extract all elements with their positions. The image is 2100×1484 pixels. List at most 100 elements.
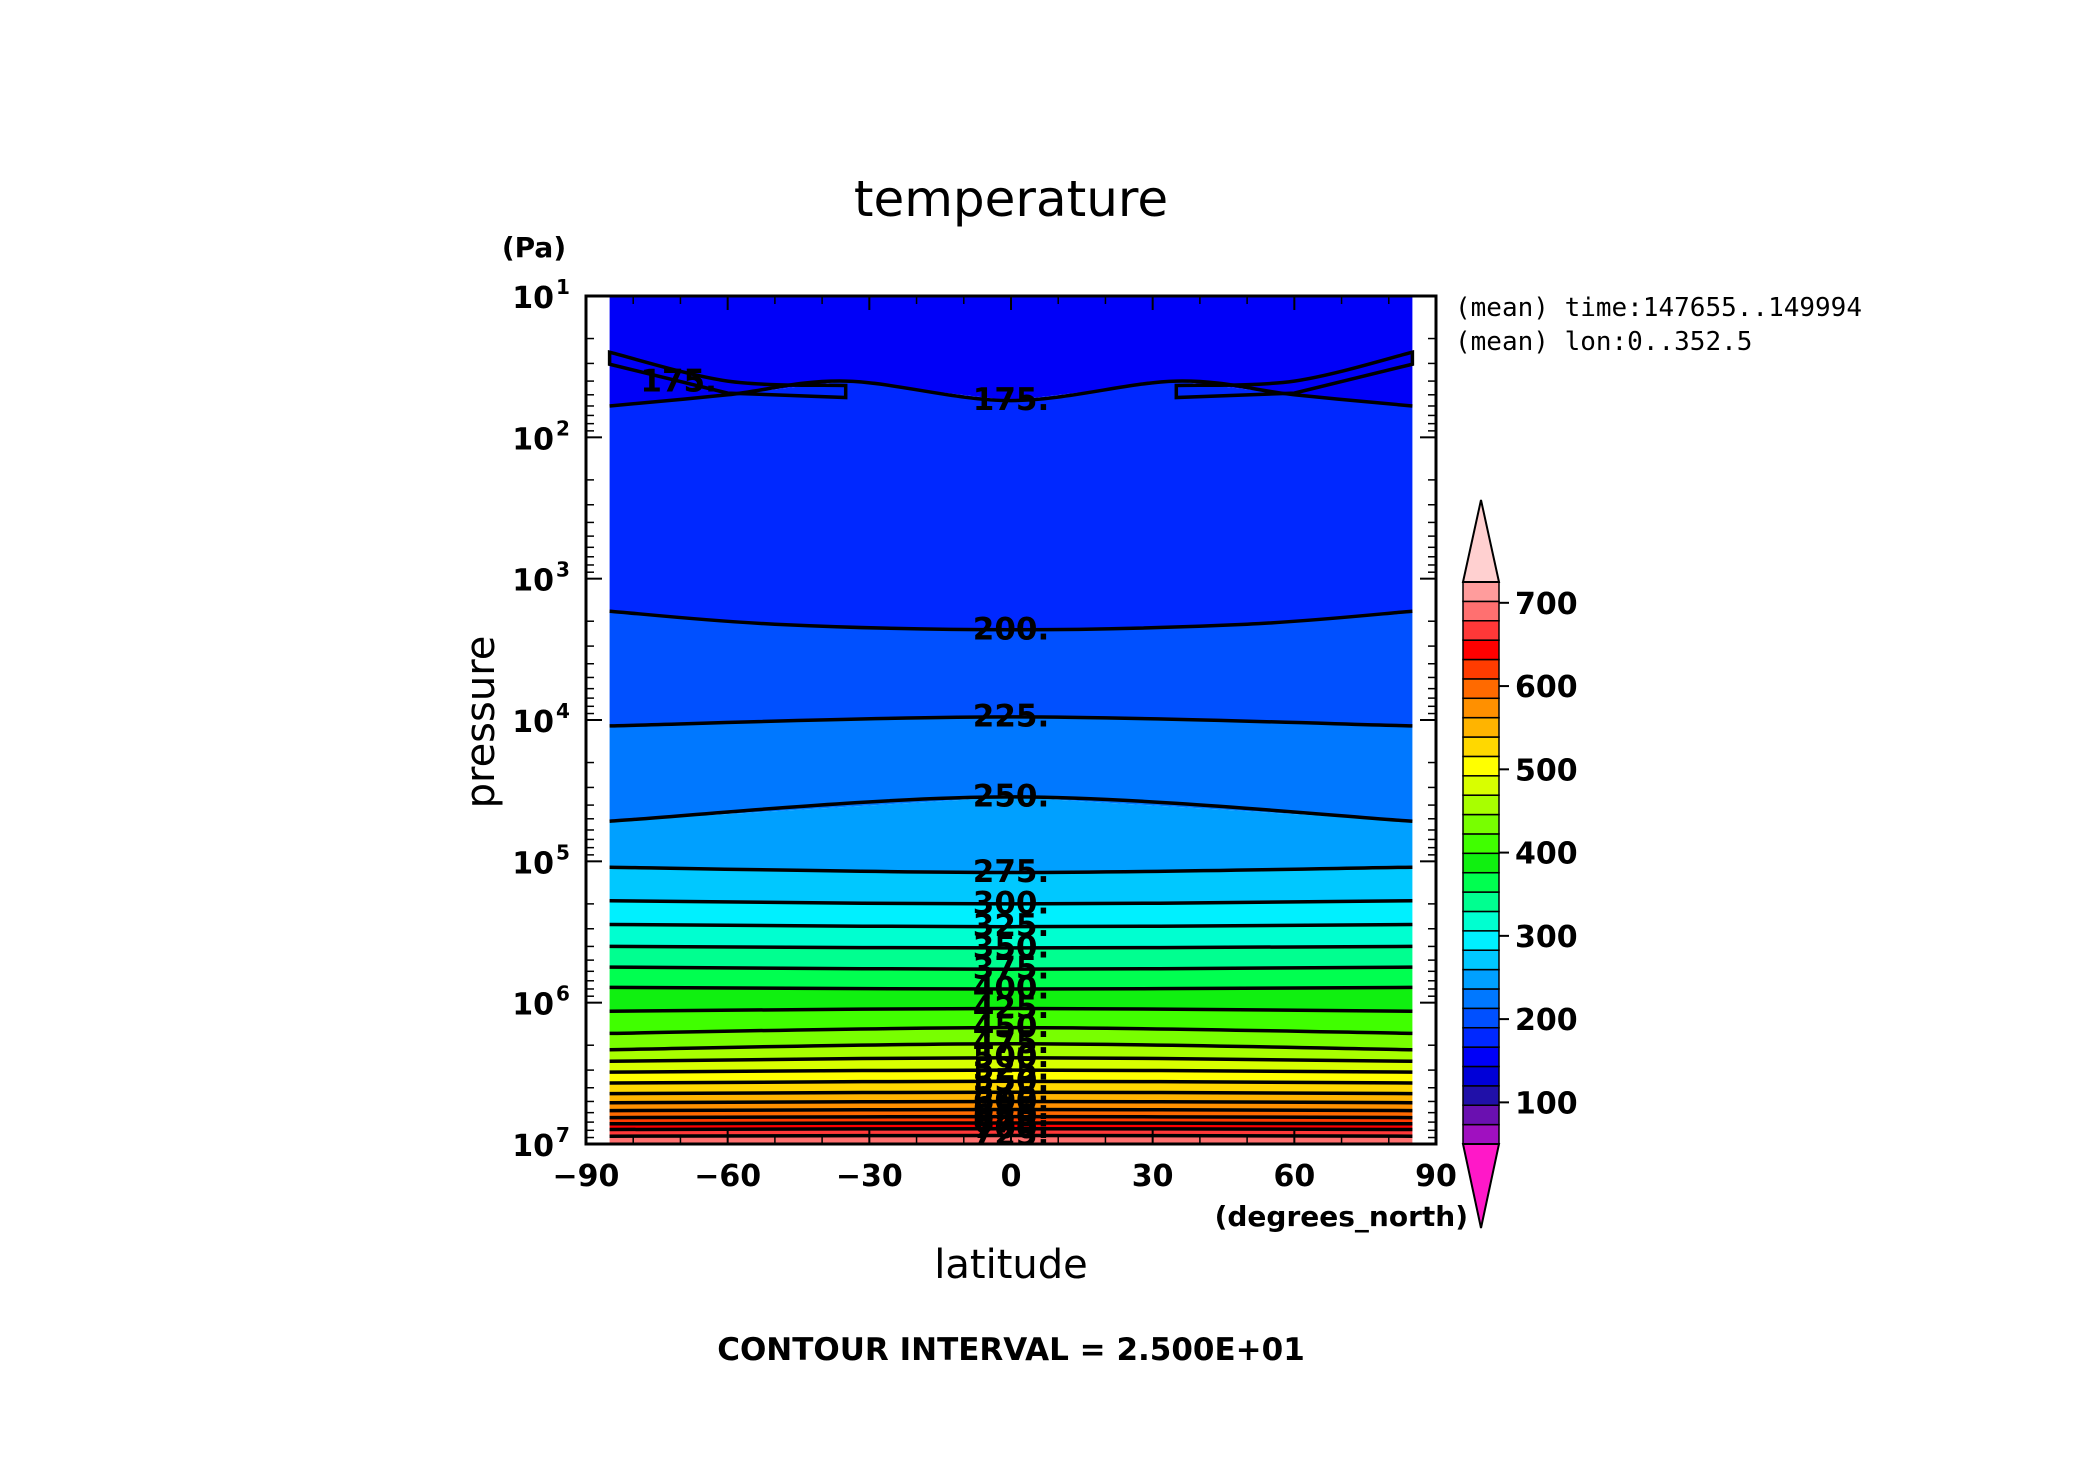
contour-label: 650. [973,1098,1050,1134]
colorbar-cell [1462,871,1500,893]
contour-line-225 [609,715,1413,728]
contour-line-300 [609,898,1413,906]
y-tick-exponent: 1 [556,275,570,299]
colorbar-cell [1462,794,1500,816]
contour-line-350 [609,944,1413,950]
contour-line-700 [609,1126,1413,1132]
y-tick-exponent: 3 [556,558,570,582]
colorbar-cell [1462,930,1500,951]
x-tick-label: 30 [1132,1159,1174,1194]
contour-line-450 [609,1025,1413,1036]
fill-band [609,987,1413,1012]
x-tick-label: −60 [694,1159,761,1194]
contour-label: 200. [973,611,1050,647]
contour-line-525 [609,1068,1413,1074]
contour-label: 175. [973,382,1050,418]
contour-label: 275. [973,854,1050,890]
y-tick-exponent: 2 [556,416,570,440]
contour-line-200 [609,609,1413,632]
contour-label: 300. [973,885,1050,921]
colorbar-tick-label: 100 [1515,1086,1578,1121]
fill-band [609,900,1413,927]
fill-band [609,867,1413,904]
contour-label: 525. [973,1052,1050,1088]
chart-title: temperature [854,170,1168,228]
colorbar-cell [1462,1007,1500,1029]
colorbar-tick-label: 700 [1515,587,1578,622]
annotation-lon: (mean) lon:0..352.5 [1455,327,1752,357]
colorbar-cell [1462,620,1500,641]
colorbar-cell [1462,1123,1500,1145]
contour-line-575 [609,1090,1413,1096]
contour-label: 550. [973,1063,1050,1099]
contour-line-175 [607,349,848,400]
y-tick-label: 10 [512,705,554,740]
x-axis-title: latitude [934,1242,1087,1288]
colorbar-cell [1462,968,1500,990]
colorbar-cell [1462,678,1500,700]
colorbar-cell [1462,581,1500,603]
y-unit: (Pa) [502,231,566,264]
colorbar-cell [1462,600,1500,622]
contour-line-675 [609,1121,1413,1126]
colorbar-tick-label: 600 [1515,670,1578,705]
colorbar-cell [1462,1026,1500,1048]
contour-label: 600. [973,1083,1050,1119]
y-tick-label: 10 [512,988,554,1023]
contour-line-550 [609,1079,1413,1085]
contour-line-375 [609,965,1413,971]
contour-label: 425. [973,990,1050,1026]
contour-line-400 [609,985,1413,991]
fill-band [609,946,1413,970]
y-tick-exponent: 7 [556,1123,570,1147]
y-tick-exponent: 5 [556,840,570,864]
fill-band [609,1008,1413,1034]
contour-line-625 [609,1107,1413,1113]
fill-band [609,296,1413,406]
fill-band [609,611,1413,726]
contour-label: 350. [973,929,1050,965]
colorbar-cell [1462,736,1500,758]
contour-label: 375. [973,951,1050,987]
y-tick-label: 10 [512,564,554,599]
contour-label: 625. [973,1091,1050,1127]
contour-line-275 [609,865,1413,875]
color-fill-layer [609,296,1413,1144]
colorbar-under-arrow [1461,1143,1501,1229]
contour-line-425 [609,1006,1413,1013]
colorbar-cell [1462,1065,1500,1087]
fill-band [609,967,1413,989]
colorbar-cell [1462,639,1500,661]
contour-label: 325. [973,908,1050,944]
contour-line-500 [609,1055,1413,1064]
contour-line-650 [609,1114,1413,1120]
colorbar-cell [1462,949,1500,971]
colorbar-cell [1462,1104,1500,1126]
fill-band [609,381,1413,630]
contour-line-175 [1174,349,1415,400]
contour-labels: 175. 175. 200. 225. 250. 275.300.325.350.375.… [640,364,1049,1153]
x-tick-label: −90 [553,1159,620,1194]
contour-label: 400. [973,970,1050,1006]
colorbar-tick-label: 200 [1515,1003,1578,1038]
colorbar-tick-label: 500 [1515,753,1578,788]
colorbar-cell [1462,891,1500,913]
fill-band [609,924,1413,948]
x-axis: −90 −60 −30 0 30 60 90 [553,296,1457,1194]
fill-band [609,1070,1413,1083]
colorbar-cell [1462,716,1500,738]
y-tick-label: 10 [512,1129,554,1164]
contour-label: 475. [973,1025,1050,1061]
contour-label: 250. [973,778,1050,814]
colorbar-cell [1462,910,1500,932]
contour-line-250 [609,795,1413,823]
x-tick-label: 0 [1001,1159,1022,1194]
colorbar-tick-label: 400 [1515,837,1578,872]
colorbar-cell [1462,755,1500,777]
fill-band [609,796,1413,873]
x-unit: (degrees_north) [1215,1200,1468,1233]
annotation-time: (mean) time:147655..149994 [1455,293,1862,323]
colorbar-cell [1462,697,1500,719]
